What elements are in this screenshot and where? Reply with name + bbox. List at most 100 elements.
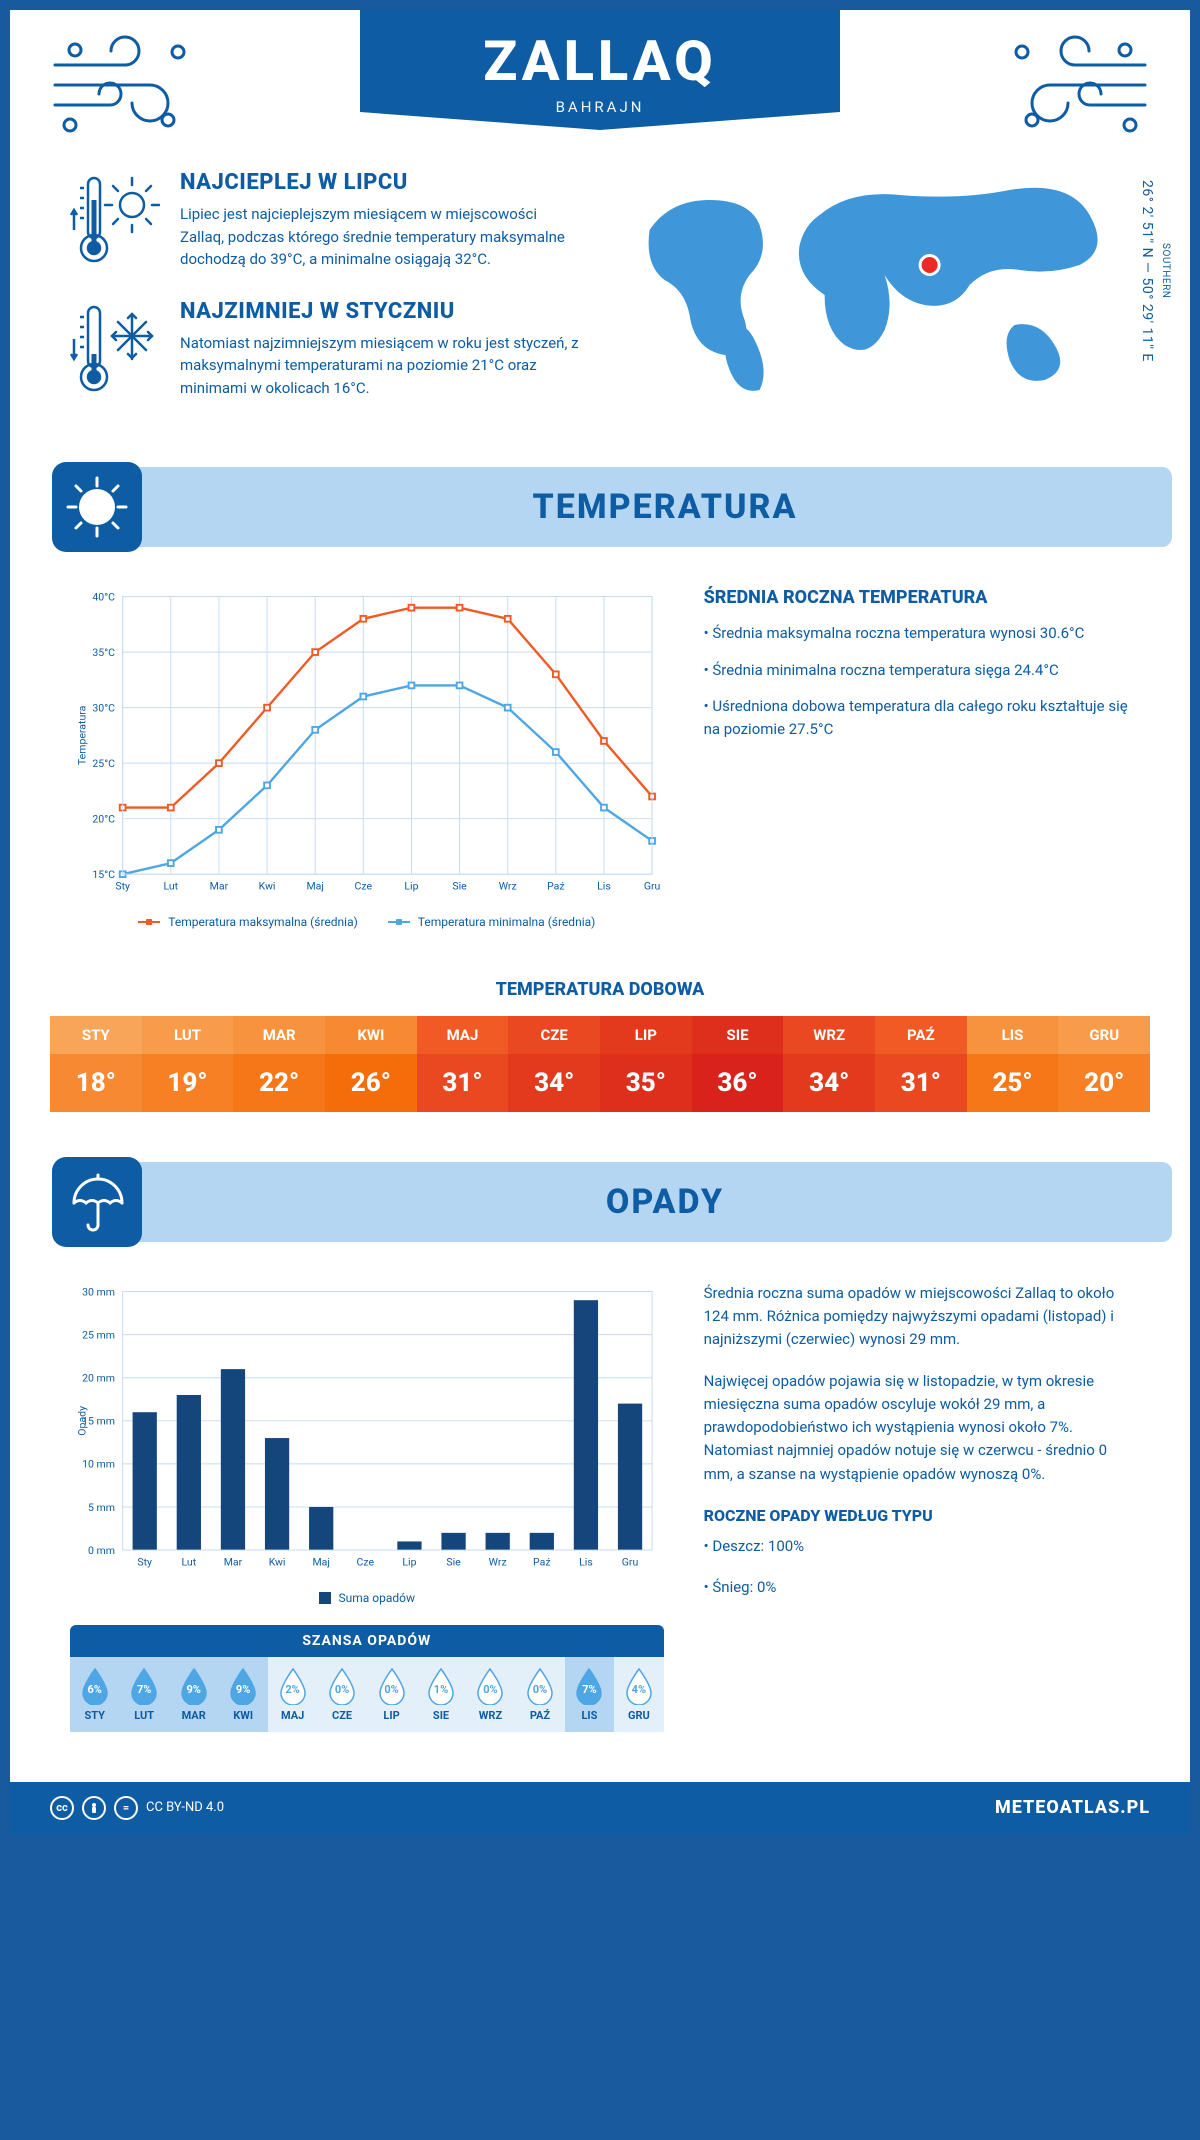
coord-region: SOUTHERN <box>1160 243 1171 298</box>
by-icon <box>82 1796 106 1820</box>
daily-cell: KWI 26° <box>325 1016 417 1112</box>
nd-icon: = <box>114 1796 138 1820</box>
daily-cell: MAR 22° <box>233 1016 325 1112</box>
svg-text:Maj: Maj <box>306 880 323 893</box>
precip-p2: Najwięcej opadów pojawia się w listopadz… <box>704 1370 1130 1486</box>
hot-block: NAJCIEPLEJ W LIPCU Lipiec jest najcieple… <box>70 170 579 271</box>
daily-cell: STY 18° <box>50 1016 142 1112</box>
svg-text:Mar: Mar <box>210 880 229 893</box>
location-title: ZALLAQ <box>400 28 800 94</box>
svg-text:25 mm: 25 mm <box>82 1328 115 1341</box>
temp-chart-wrap: 15°C20°C25°C30°C35°C40°CStyLutMarKwiMajC… <box>70 587 664 929</box>
svg-text:Cze: Cze <box>355 880 373 893</box>
cold-text: NAJZIMNIEJ W STYCZNIU Natomiast najzimni… <box>180 299 579 400</box>
license-badges: cc = CC BY-ND 4.0 <box>50 1796 224 1820</box>
thermometer-snow-icon <box>70 299 160 399</box>
chance-cell: 2% MAJ <box>268 1657 317 1732</box>
daily-cell: LIP 35° <box>600 1016 692 1112</box>
header: ZALLAQ BAHRAJN <box>10 10 1190 140</box>
sun-icon-box <box>52 462 142 552</box>
svg-text:35°C: 35°C <box>92 646 115 659</box>
intro-section: NAJCIEPLEJ W LIPCU Lipiec jest najcieple… <box>10 140 1190 467</box>
wind-icon-right <box>1000 30 1150 140</box>
temp-side-title: ŚREDNIA ROCZNA TEMPERATURA <box>704 587 1130 608</box>
daily-cell: WRZ 34° <box>783 1016 875 1112</box>
svg-text:Sie: Sie <box>446 1555 461 1568</box>
precipitation-bar-chart: 0 mm5 mm10 mm15 mm20 mm25 mm30 mmStyLutM… <box>70 1282 664 1579</box>
cc-icon: cc <box>50 1796 74 1820</box>
chance-cell: 1% SIE <box>416 1657 465 1732</box>
svg-text:Paź: Paź <box>547 880 565 893</box>
legend-precip: Suma opadów <box>319 1591 416 1605</box>
world-map-icon <box>609 170 1130 400</box>
wind-icon-left <box>50 30 200 140</box>
temperature-line-chart: 15°C20°C25°C30°C35°C40°CStyLutMarKwiMajC… <box>70 587 664 903</box>
precip-p1: Średnia roczna suma opadów w miejscowośc… <box>704 1282 1130 1352</box>
daily-cell: GRU 20° <box>1058 1016 1150 1112</box>
svg-text:30 mm: 30 mm <box>82 1285 115 1298</box>
svg-text:Lut: Lut <box>181 1555 196 1568</box>
chance-cell: 9% KWI <box>218 1657 267 1732</box>
chance-cell: 7% LIS <box>565 1657 614 1732</box>
coord-text: 26° 2' 51'' N — 50° 29' 11'' E <box>1139 180 1155 362</box>
svg-text:5 mm: 5 mm <box>88 1501 115 1514</box>
precip-type: • Deszcz: 100% <box>704 1535 1130 1558</box>
chance-cell: 6% STY <box>70 1657 119 1732</box>
temp-content: 15°C20°C25°C30°C35°C40°CStyLutMarKwiMajC… <box>10 547 1190 959</box>
legend-min-label: Temperatura minimalna (średnia) <box>418 915 596 929</box>
svg-text:Lis: Lis <box>597 880 611 893</box>
svg-text:Lip: Lip <box>404 880 418 893</box>
precip-side: Średnia roczna suma opadów w miejscowośc… <box>704 1282 1130 1732</box>
hot-body: Lipiec jest najcieplejszym miesiącem w m… <box>180 203 579 271</box>
chance-cell: 0% WRZ <box>466 1657 515 1732</box>
chance-cell: 0% LIP <box>367 1657 416 1732</box>
chance-cell: 9% MAR <box>169 1657 218 1732</box>
svg-text:30°C: 30°C <box>92 701 115 714</box>
svg-text:Gru: Gru <box>622 1555 639 1568</box>
precip-section: OPADY <box>10 1162 1190 1242</box>
footer-brand: METEOATLAS.PL <box>995 1797 1150 1818</box>
svg-text:Wrz: Wrz <box>499 880 517 893</box>
legend-max: Temperatura maksymalna (średnia) <box>138 915 358 929</box>
svg-text:10 mm: 10 mm <box>82 1458 115 1471</box>
svg-text:Kwi: Kwi <box>259 880 276 893</box>
chance-row: 6% STY 7% LUT 9% MAR 9% <box>70 1657 664 1732</box>
license-text: CC BY-ND 4.0 <box>146 1800 224 1815</box>
daily-temp-title: TEMPERATURA DOBOWA <box>10 979 1190 1000</box>
precip-title: OPADY <box>128 1162 1172 1242</box>
svg-text:Maj: Maj <box>312 1555 329 1568</box>
svg-text:Lis: Lis <box>579 1555 593 1568</box>
precip-type: • Śnieg: 0% <box>704 1576 1130 1599</box>
temp-bullet: • Uśredniona dobowa temperatura dla całe… <box>704 695 1130 740</box>
legend-min: Temperatura minimalna (średnia) <box>388 915 596 929</box>
precip-chart-wrap: 0 mm5 mm10 mm15 mm20 mm25 mm30 mmStyLutM… <box>70 1282 664 1732</box>
svg-text:Sty: Sty <box>137 1555 152 1568</box>
temp-bullet: • Średnia maksymalna roczna temperatura … <box>704 622 1130 645</box>
precip-legend: Suma opadów <box>70 1591 664 1605</box>
temp-legend: Temperatura maksymalna (średnia) Tempera… <box>70 915 664 929</box>
hot-title: NAJCIEPLEJ W LIPCU <box>180 170 579 195</box>
chance-cell: 4% GRU <box>614 1657 663 1732</box>
intro-left: NAJCIEPLEJ W LIPCU Lipiec jest najcieple… <box>70 170 579 427</box>
umbrella-icon-box <box>52 1157 142 1247</box>
footer: cc = CC BY-ND 4.0 METEOATLAS.PL <box>10 1782 1190 1834</box>
svg-text:20°C: 20°C <box>92 813 115 826</box>
page: ZALLAQ BAHRAJN <box>10 10 1190 1834</box>
chance-cell: 0% CZE <box>317 1657 366 1732</box>
legend-precip-label: Suma opadów <box>339 1591 416 1605</box>
svg-text:Lip: Lip <box>402 1555 416 1568</box>
svg-text:Paź: Paź <box>533 1555 551 1568</box>
legend-max-label: Temperatura maksymalna (średnia) <box>168 915 358 929</box>
daily-cell: PAŹ 31° <box>875 1016 967 1112</box>
chance-cell: 7% LUT <box>119 1657 168 1732</box>
cold-block: NAJZIMNIEJ W STYCZNIU Natomiast najzimni… <box>70 299 579 400</box>
precip-type-title: ROCZNE OPADY WEDŁUG TYPU <box>704 1506 1130 1525</box>
svg-text:40°C: 40°C <box>92 590 115 603</box>
svg-text:Wrz: Wrz <box>489 1555 507 1568</box>
thermometer-sun-icon <box>70 170 160 270</box>
daily-cell: MAJ 31° <box>417 1016 509 1112</box>
chance-title: SZANSA OPADÓW <box>70 1625 664 1657</box>
coordinates: SOUTHERN 26° 2' 51'' N — 50° 29' 11'' E <box>1138 180 1174 362</box>
chance-cell: 0% PAŹ <box>515 1657 564 1732</box>
svg-text:Sie: Sie <box>452 880 467 893</box>
